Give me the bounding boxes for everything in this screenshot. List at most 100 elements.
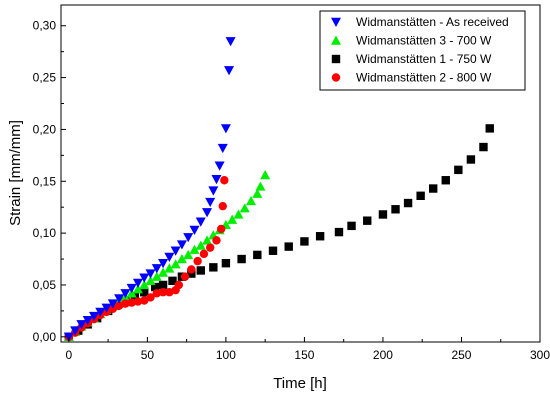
data-point — [246, 195, 257, 206]
data-point — [140, 288, 149, 297]
chart-marks — [63, 37, 494, 342]
data-point — [152, 289, 161, 298]
y-tick-label: 0,10 — [33, 226, 57, 240]
data-point — [454, 165, 463, 175]
data-point — [378, 210, 388, 219]
data-point — [199, 249, 209, 259]
data-point — [347, 221, 356, 231]
data-point — [168, 276, 177, 286]
data-point — [253, 250, 262, 260]
y-tick-label: 0,30 — [33, 19, 57, 33]
data-point — [140, 296, 149, 305]
data-point — [233, 209, 244, 219]
data-point — [205, 197, 216, 208]
legend-label: Widmanstätten 3 - 700 W — [356, 34, 492, 48]
x-tick-label: 100 — [216, 348, 236, 362]
data-point — [120, 289, 131, 299]
data-point — [208, 186, 219, 196]
data-point — [195, 217, 206, 227]
plot-frame — [60, 4, 541, 343]
data-point — [196, 266, 205, 275]
x-tick-label: 150 — [294, 348, 314, 362]
x-tick-label: 200 — [373, 348, 393, 362]
data-point — [108, 304, 118, 314]
legend-label: Widmanstätten 2 - 800 W — [356, 71, 492, 85]
data-point — [252, 188, 263, 198]
data-point — [239, 203, 250, 213]
data-point — [209, 263, 218, 272]
data-point — [260, 170, 271, 180]
data-point — [95, 307, 106, 317]
data-point — [212, 236, 221, 245]
data-point — [217, 143, 228, 154]
y-tick-label: 0,00 — [33, 330, 57, 344]
legend-box — [319, 10, 526, 91]
data-point — [205, 243, 215, 252]
data-point — [164, 252, 175, 262]
data-point — [170, 259, 181, 269]
data-point — [216, 224, 226, 234]
legend: Widmanstätten - As received Widmanstätten… — [319, 10, 526, 91]
y-tick-label: 0,05 — [33, 278, 57, 292]
data-point — [225, 37, 236, 47]
data-point — [195, 240, 206, 250]
data-point — [391, 205, 400, 214]
data-point — [176, 240, 187, 250]
y-axis: 0,00 0,05 0,10 0,15 0,20 0,25 0,30 — [33, 19, 66, 344]
data-point — [158, 288, 168, 297]
data-point — [139, 273, 150, 283]
data-point — [139, 279, 150, 290]
data-point — [189, 244, 200, 254]
data-point — [189, 225, 200, 236]
data-point — [158, 280, 168, 290]
data-point — [158, 258, 169, 269]
x-axis-title: Time [h] — [273, 375, 327, 392]
y-axis-title: Strain [mm/mm] — [7, 120, 24, 226]
data-point — [224, 66, 235, 76]
data-point — [151, 271, 162, 281]
data-point — [164, 263, 175, 273]
data-point — [101, 303, 112, 313]
data-point — [429, 184, 438, 193]
y-tick-label: 0,25 — [33, 71, 57, 85]
data-point — [218, 201, 227, 211]
data-point — [127, 298, 136, 307]
data-point — [82, 316, 93, 326]
data-point — [187, 265, 196, 274]
data-point — [121, 299, 130, 308]
data-point — [133, 297, 143, 306]
data-point — [170, 246, 181, 256]
data-point — [403, 198, 413, 208]
data-point — [107, 299, 118, 309]
data-point — [220, 176, 229, 185]
data-point — [363, 216, 372, 225]
data-point — [70, 326, 81, 336]
y-tick-label: 0,15 — [33, 174, 57, 188]
data-point — [268, 246, 278, 255]
data-point — [146, 293, 155, 302]
legend-marker — [331, 17, 341, 27]
data-point — [183, 249, 194, 260]
data-point — [158, 267, 169, 277]
data-point — [284, 242, 293, 251]
legend-marker — [331, 54, 341, 64]
data-point — [76, 320, 87, 330]
legend-marker — [331, 73, 341, 82]
x-axis: 0 50 100 150 200 250 300 — [66, 337, 550, 362]
x-tick-label: 0 — [66, 348, 73, 362]
x-tick-label: 300 — [530, 348, 550, 362]
data-point — [416, 191, 425, 200]
legend-marker — [331, 35, 341, 45]
data-point — [174, 280, 183, 290]
y-tick-label: 0,20 — [33, 122, 57, 136]
data-point — [315, 232, 325, 241]
data-point — [88, 311, 99, 322]
data-point — [479, 142, 488, 152]
data-point — [126, 283, 137, 294]
data-point — [132, 278, 143, 288]
data-point — [214, 161, 225, 171]
data-point — [334, 227, 344, 237]
data-point — [193, 256, 202, 266]
legend-label: Widmanstätten 1 - 750 W — [356, 52, 492, 66]
